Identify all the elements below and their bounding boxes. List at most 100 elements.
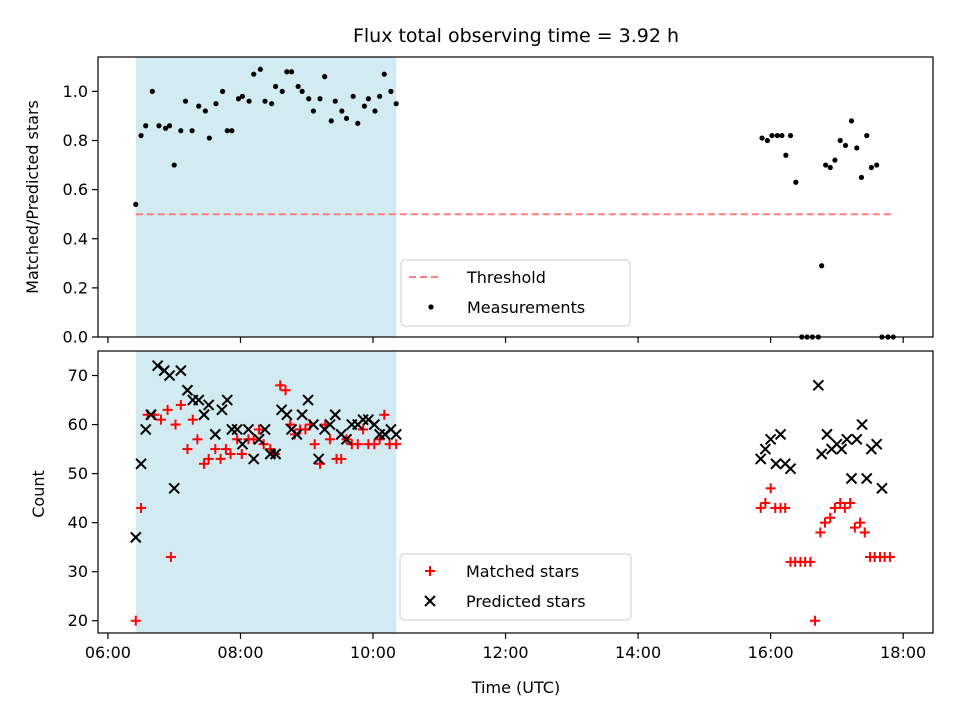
- predicted-marker-b: [754, 453, 767, 465]
- matched-star-point: [280, 385, 291, 396]
- measurement-point: [837, 137, 843, 144]
- predicted-star-point: [269, 448, 282, 460]
- measurement-point: [361, 103, 368, 109]
- predicted-marker-b: [163, 369, 176, 382]
- predicted-star-point: [876, 482, 888, 495]
- predicted-marker-b: [248, 453, 260, 465]
- matched-star-point: [815, 527, 826, 538]
- x-tick-label: 06:00: [85, 643, 131, 662]
- bottom-y-tick-label: 40: [68, 513, 88, 532]
- top-y-tick-label: 0.0: [63, 328, 88, 347]
- measurement-point: [284, 69, 290, 75]
- predicted-marker-b: [216, 404, 228, 416]
- predicted-marker-b: [275, 404, 288, 416]
- predicted-marker-b: [285, 423, 298, 436]
- measurement-point: [143, 123, 149, 129]
- predicted-star-point: [145, 409, 157, 421]
- legend-label-measurements: Measurements: [467, 298, 585, 317]
- measurement-point: [848, 118, 855, 124]
- measurement-point: [774, 132, 780, 139]
- matched-star-point: [352, 439, 363, 450]
- predicted-marker-b: [812, 379, 825, 392]
- measurement-point: [842, 142, 849, 149]
- matched-star-point: [839, 502, 850, 513]
- measurement-point: [783, 152, 789, 158]
- predicted-marker-b: [269, 448, 282, 460]
- matched-star-point: [254, 424, 265, 435]
- measurement-point: [779, 132, 785, 139]
- matched-star-point: [155, 414, 166, 425]
- measurement-point: [317, 96, 323, 102]
- measurement-point: [343, 115, 350, 122]
- measurement-point: [823, 162, 829, 168]
- measurement-point: [759, 135, 765, 141]
- measurement-point: [295, 83, 301, 90]
- matched-star-point: [130, 615, 141, 626]
- measurement-point: [355, 120, 361, 126]
- predicted-star-point: [130, 531, 142, 544]
- matched-star-point: [849, 522, 860, 533]
- predicted-marker-b: [253, 433, 265, 445]
- predicted-star-point: [253, 433, 265, 445]
- x-tick-label: 12:00: [483, 643, 529, 662]
- bottom-y-axis-label: Count: [29, 470, 48, 518]
- measurement-point: [156, 123, 162, 129]
- predicted-star-point: [302, 394, 314, 406]
- measurement-point: [235, 96, 242, 102]
- measurement-point: [262, 98, 268, 104]
- measurement-point: [246, 98, 252, 104]
- measurement-point: [819, 263, 825, 269]
- matched-star-point: [855, 517, 866, 528]
- matched-star-point: [358, 424, 369, 435]
- matched-star-point: [203, 453, 214, 464]
- x-axis-label: Time (UTC): [471, 678, 560, 697]
- predicted-star-point: [870, 438, 883, 450]
- measurement-point: [827, 164, 833, 171]
- predicted-marker-b: [302, 394, 314, 406]
- predicted-star-point: [764, 433, 777, 445]
- matched-star-point: [805, 556, 816, 567]
- measurement-point: [372, 108, 378, 114]
- measurement-point: [864, 132, 870, 139]
- measurement-point: [133, 201, 139, 207]
- matched-star-point: [859, 527, 870, 538]
- predicted-star-point: [307, 418, 320, 431]
- predicted-marker-b: [362, 413, 375, 426]
- matched-star-point: [220, 444, 231, 455]
- measurement-point: [206, 135, 212, 141]
- predicted-marker-b: [390, 428, 402, 441]
- predicted-marker-b: [845, 472, 858, 485]
- predicted-star-point: [140, 423, 152, 436]
- x-tick-label: 18:00: [880, 643, 926, 662]
- matched-star-point: [192, 434, 203, 445]
- predicted-marker-b: [876, 482, 888, 495]
- predicted-marker-b: [815, 448, 828, 460]
- measurement-point: [219, 88, 226, 94]
- legend-measurement-swatch: [428, 304, 434, 310]
- predicted-star-point: [198, 409, 210, 421]
- predicted-marker-b: [281, 409, 293, 421]
- predicted-marker-b: [759, 443, 772, 455]
- measurement-point: [332, 98, 338, 104]
- predicted-marker-b: [779, 458, 791, 470]
- predicted-star-point: [202, 399, 215, 411]
- measurement-point: [239, 93, 246, 99]
- measurement-point: [138, 132, 144, 139]
- predicted-star-point: [259, 423, 271, 436]
- x-tick-label: 08:00: [217, 643, 263, 662]
- measurement-point: [182, 98, 189, 104]
- bottom-axes-frame: [97, 350, 934, 634]
- predicted-marker-b: [312, 453, 325, 465]
- measurement-point: [377, 93, 383, 99]
- measurement-point: [393, 101, 399, 107]
- predicted-marker-b: [236, 438, 249, 450]
- predicted-star-point: [812, 379, 825, 392]
- predicted-star-point: [221, 394, 233, 406]
- matched-star-point: [232, 434, 243, 445]
- matched-star-point: [275, 380, 286, 391]
- predicted-star-point: [151, 360, 164, 372]
- matched-star-point: [248, 434, 259, 445]
- matched-star-point: [835, 498, 846, 509]
- top-y-tick-label: 0.2: [63, 278, 88, 297]
- predicted-star-point: [390, 428, 402, 441]
